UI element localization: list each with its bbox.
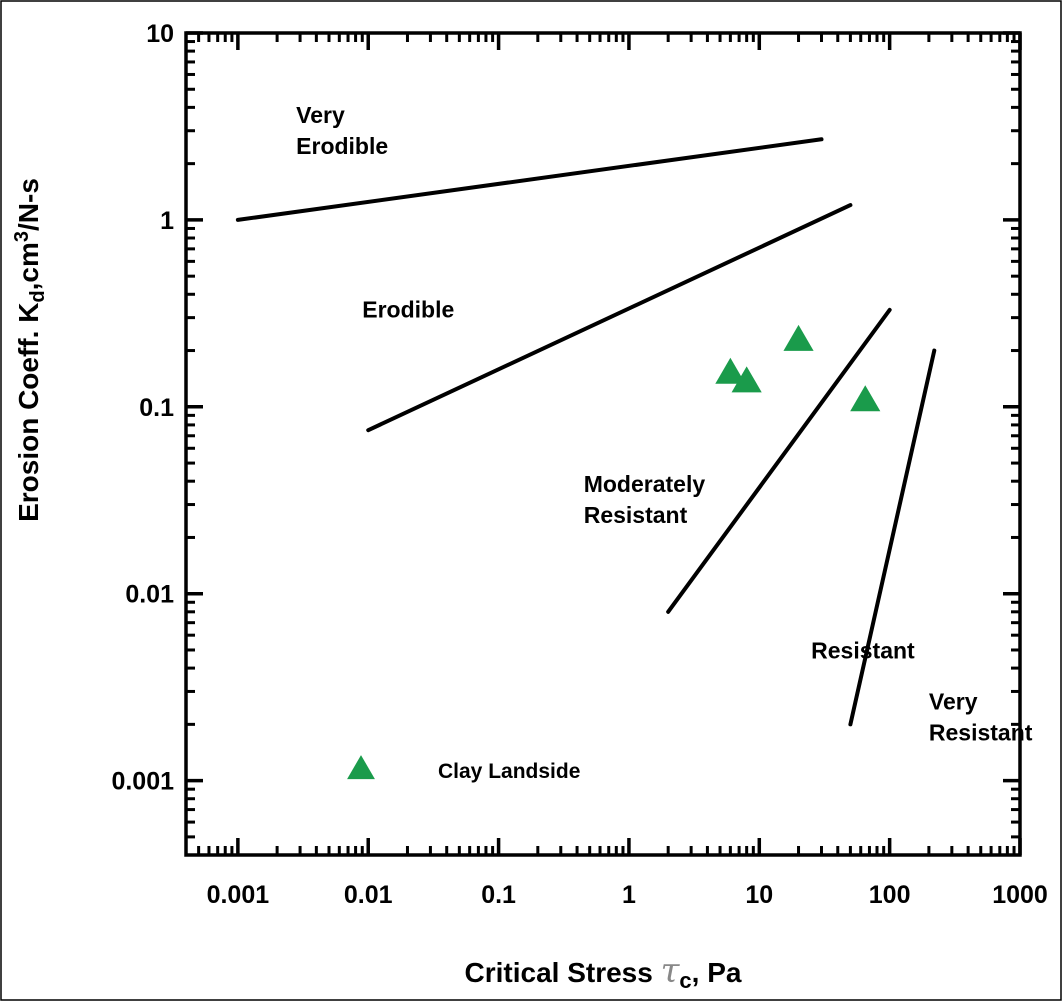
region-label: Very [929,689,978,715]
clay-landside-point [731,366,762,393]
class-boundary-line [235,137,824,222]
x-title-tau: τ [661,951,681,991]
y-tick-label: 0.1 [139,394,174,422]
plot-frame [184,31,1022,857]
region-label: Resistant [811,638,915,664]
minor-ticks [184,33,1020,857]
legend-marker-triangle [347,755,375,780]
clay-landside-point [850,385,881,412]
region-label: Very [296,102,345,128]
boundary-lines [235,137,937,727]
y-axis-title: Erosion Coeff. Kd,cm3/N-s [11,178,49,522]
x-tick-label: 0.001 [207,881,270,909]
class-boundary-line [666,307,892,614]
y-tick-label: 0.01 [125,581,174,609]
x-tick-labels: 0.001 0.01 0.1 1 10 100 1000 [207,881,1048,909]
y-tick-labels: 0.001 0.01 0.1 1 10 [111,20,174,796]
y-title-sup: 3 [11,231,33,242]
y-title-main: Erosion Coeff. K [13,303,44,522]
y-title-mid: ,cm [13,242,44,290]
region-label: Erodible [362,297,454,323]
x-tick-label: 100 [869,881,911,909]
y-tick-label: 0.001 [111,768,174,796]
legend: Clay Landside [347,755,580,783]
x-title-main: Critical Stress [465,957,661,988]
data-points [715,324,881,412]
class-boundary-line [366,203,853,433]
class-boundary-line [848,348,937,727]
major-ticks [186,31,1022,855]
region-label: Resistant [929,720,1033,746]
clay-landside-point [783,324,814,351]
region-label: Resistant [584,502,688,528]
clay-landside-point [715,357,746,384]
y-tick-label: 1 [160,207,174,235]
x-title-sub: c [679,968,691,993]
legend-label: Clay Landside [438,760,580,783]
x-tick-label: 0.1 [481,881,516,909]
x-tick-label: 1000 [992,881,1048,909]
x-title-tail: , Pa [692,957,742,988]
x-axis-title: Critical Stress τc, Pa [465,951,742,993]
region-label: Erodible [296,133,388,159]
x-tick-label: 1 [622,881,636,909]
x-tick-label: 0.01 [344,881,393,909]
y-title-sub: d [27,290,49,302]
region-labels: Very Erodible Erodible Moderately Resistant R… [296,102,1033,746]
x-tick-label: 10 [745,881,773,909]
y-tick-label: 10 [146,20,174,48]
y-title-tail: /N-s [13,178,44,231]
region-label: Moderately [584,471,706,497]
